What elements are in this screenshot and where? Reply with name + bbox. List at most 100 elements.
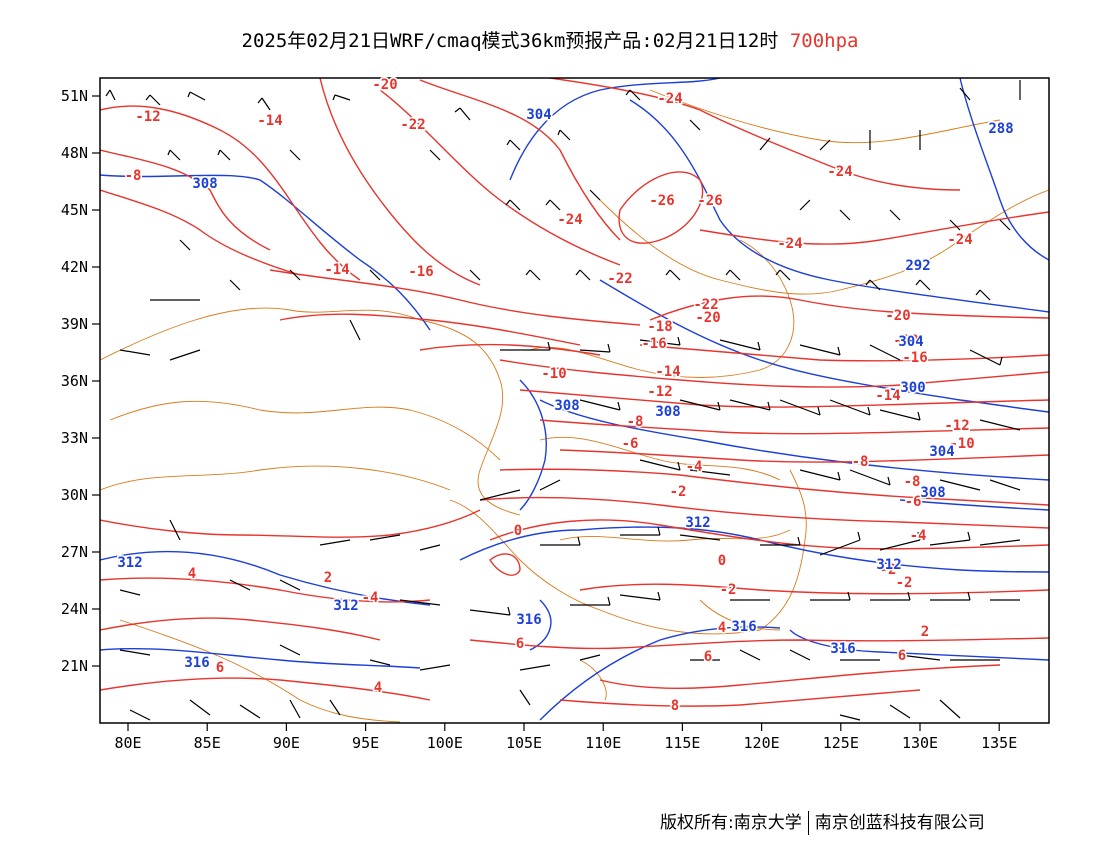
temperature-label: -20 [372, 77, 397, 93]
wind-barbs [105, 80, 1021, 721]
height-label: 308 [192, 176, 217, 192]
height-contours [100, 78, 1049, 721]
height-label: 312 [117, 555, 142, 571]
height-label: 316 [184, 655, 209, 671]
temperature-label: -2 [670, 484, 687, 500]
temperature-label: -8 [852, 454, 869, 470]
temperature-label: -8 [125, 168, 142, 184]
map-footer: 版权所有:南京大学 南京创蓝科技有限公司 [660, 808, 985, 835]
lon-tick-label: 90E [273, 734, 300, 752]
temperature-label: -16 [641, 336, 666, 352]
temperature-label: -6 [905, 494, 922, 510]
map-title: 2025年02月21日WRF/cmaq模式36km预报产品:02月21日12时 … [0, 26, 1100, 53]
temperature-label: -6 [622, 436, 639, 452]
temperature-label: -14 [257, 113, 282, 129]
temperature-label: -4 [910, 528, 927, 544]
temperature-label: -18 [647, 319, 672, 335]
temperature-label: -16 [408, 264, 433, 280]
temperature-label: -22 [400, 117, 425, 133]
temperature-labels: -20-22-24-24-26 -26-24-24 -24-12 -14-8-14 -1… [123, 76, 976, 716]
temperature-label: -22 [693, 297, 718, 313]
temperature-label: -26 [697, 193, 722, 209]
lon-tick-label: 110E [585, 734, 621, 752]
temperature-label: 4 [718, 620, 726, 636]
temperature-label: 0 [514, 523, 522, 539]
lat-tick-label: 51N [61, 87, 88, 105]
height-label: 304 [526, 107, 551, 123]
boundary-lines [100, 89, 1049, 723]
company-text: 南京创蓝科技有限公司 [814, 813, 985, 833]
lat-tick-label: 21N [61, 657, 88, 675]
lat-tick-label: 39N [61, 315, 88, 333]
lat-tick-label: 36N [61, 372, 88, 390]
lon-tick-label: 125E [823, 734, 859, 752]
height-label: 304 [898, 334, 923, 350]
temperature-label: 6 [898, 648, 906, 664]
lon-tick-label: 80E [114, 734, 141, 752]
temperature-label: -8 [627, 414, 644, 430]
temperature-label: -12 [944, 418, 969, 434]
temperature-label: 2 [921, 624, 929, 640]
lon-tick-label: 100E [427, 734, 463, 752]
temperature-label: -4 [686, 459, 703, 475]
height-label: 300 [900, 380, 925, 396]
lon-tick-label: 105E [506, 734, 542, 752]
lon-tick-label: 115E [664, 734, 700, 752]
temperature-label: -10 [541, 366, 566, 382]
temperature-label: 0 [718, 553, 726, 569]
temperature-label: 2 [324, 570, 332, 586]
height-label: 288 [988, 121, 1013, 137]
lon-tick-label: 135E [981, 734, 1017, 752]
height-label: 312 [333, 598, 358, 614]
temperature-label: -24 [557, 212, 582, 228]
lat-tick-label: 48N [61, 144, 88, 162]
lat-tick-label: 27N [61, 543, 88, 561]
height-label: 292 [905, 258, 930, 274]
temperature-label: -24 [657, 91, 682, 107]
temperature-label: -10 [949, 436, 974, 452]
height-labels: 304 288 308 292 304 300 308 308 304 308 312 312 312 3… [116, 106, 1015, 673]
lat-tick-label: 24N [61, 600, 88, 618]
temperature-label: -2 [896, 575, 913, 591]
lon-tick-label: 95E [352, 734, 379, 752]
title-main: 2025年02月21日WRF/cmaq模式36km预报产品:02月21日12时 [241, 30, 779, 52]
height-label: 308 [920, 485, 945, 501]
copyright-text: 版权所有:南京大学 [660, 813, 802, 833]
temperature-label: 8 [671, 698, 679, 714]
lat-tick-label: 45N [61, 201, 88, 219]
height-label: 304 [929, 444, 954, 460]
temperature-label: 4 [374, 680, 382, 696]
temperature-label: -24 [827, 164, 852, 180]
temperature-label: -14 [655, 364, 680, 380]
temperature-label: -12 [135, 109, 160, 125]
footer-separator [807, 811, 809, 835]
lon-tick-label: 130E [902, 734, 938, 752]
map-frame [99, 77, 1050, 724]
temperature-label: -2 [720, 582, 737, 598]
lat-tick-label: 42N [61, 258, 88, 276]
height-label: 308 [655, 404, 680, 420]
temperature-label: -20 [885, 308, 910, 324]
temperature-label: -24 [777, 236, 802, 252]
temperature-label: -14 [875, 388, 900, 404]
lat-tick-label: 33N [61, 429, 88, 447]
temperature-label: -16 [902, 350, 927, 366]
temperature-label: -22 [607, 271, 632, 287]
map-axes: 80E 85E 90E 95E 100E 105E 110E 115E 120E 125E 130E… [61, 87, 1017, 752]
temperature-label: 6 [216, 660, 224, 676]
temperature-label: -2 [880, 562, 897, 578]
temperature-label: 6 [704, 649, 712, 665]
temperature-label: -12 [647, 384, 672, 400]
temperature-label: -4 [362, 590, 379, 606]
temperature-label: -26 [649, 193, 674, 209]
temperature-label: -14 [324, 262, 349, 278]
lon-tick-label: 85E [194, 734, 221, 752]
height-label: 316 [830, 641, 855, 657]
height-label: 308 [554, 398, 579, 414]
height-label: 316 [516, 612, 541, 628]
title-level: 700hpa [789, 30, 859, 52]
temperature-label: -20 [695, 310, 720, 326]
temperature-label: -18 [893, 333, 918, 349]
temperature-label: 4 [188, 566, 196, 582]
